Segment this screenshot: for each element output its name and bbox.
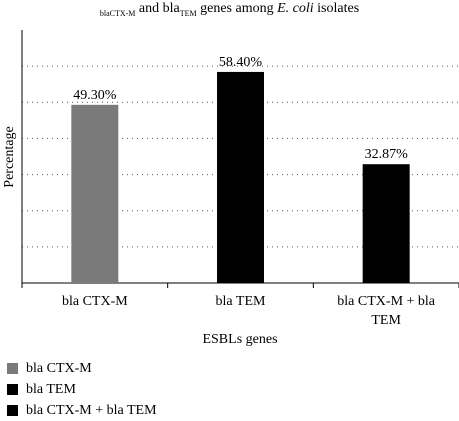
y-axis-label: Percentage — [2, 126, 17, 187]
x-tick-label: bla TEM — [216, 294, 266, 309]
legend-label: bla CTX-M — [26, 361, 92, 376]
bar — [217, 71, 264, 283]
title-italic-ecoli: E. coli — [277, 1, 314, 16]
legend: bla CTX-M bla TEM bla CTX-M + bla TEM — [6, 358, 157, 421]
legend-swatch-both — [7, 405, 18, 416]
bars — [71, 71, 410, 284]
x-ticks: bla CTX-M bla TEM bla CTX-M + bla TEM — [21, 283, 459, 328]
legend-label: bla CTX-M + bla TEM — [26, 403, 157, 418]
legend-label: bla TEM — [26, 382, 76, 397]
legend-swatch-tem — [7, 384, 18, 395]
title-text-1: and bla — [135, 1, 180, 16]
data-labels: 49.30% 58.40% 32.87% — [73, 55, 408, 162]
bar — [362, 164, 410, 283]
legend-item: bla CTX-M + bla TEM — [6, 400, 157, 421]
title-subscript-ctx: blaCTX-M — [99, 8, 136, 18]
title-text-3: isolates — [313, 1, 360, 16]
title-subscript-tem: TEM — [179, 8, 197, 18]
data-label: 49.30% — [73, 88, 117, 103]
x-tick-label: bla CTX-M + bla TEM — [337, 294, 435, 328]
title-text-2: genes among — [196, 1, 278, 16]
data-label: 32.87% — [365, 147, 409, 162]
legend-swatch-ctx — [7, 363, 18, 374]
bar-chart: 49.30%58.40%32.87% bla CTX-M bla TEM bla C… — [2, 30, 459, 347]
chart-title: blaCTX-M and blaTEM genes among E. coli … — [0, 0, 459, 18]
x-axis-label: ESBLs genes — [202, 332, 277, 347]
legend-item: bla TEM — [6, 379, 157, 400]
x-tick-label: bla CTX-M — [62, 294, 128, 309]
bar — [71, 104, 119, 284]
legend-item: bla CTX-M — [6, 358, 157, 379]
data-label: 58.40% — [219, 55, 263, 70]
